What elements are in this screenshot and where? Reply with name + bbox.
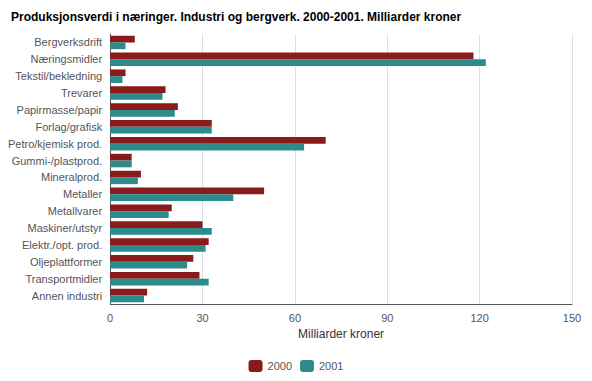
svg-text:Gummi-/plastprod.: Gummi-/plastprod. <box>12 155 102 167</box>
svg-text:Forlag/grafisk: Forlag/grafisk <box>36 121 103 133</box>
svg-text:Produksjonsverdi i næringer. I: Produksjonsverdi i næringer. Industri og… <box>11 10 461 24</box>
svg-text:90: 90 <box>381 312 393 324</box>
svg-text:Elektr./opt. prod.: Elektr./opt. prod. <box>22 239 102 251</box>
svg-text:Tekstil/bekledning: Tekstil/bekledning <box>15 70 102 82</box>
svg-text:Milliarder kroner: Milliarder kroner <box>298 327 384 341</box>
svg-text:30: 30 <box>196 312 208 324</box>
svg-text:120: 120 <box>470 312 488 324</box>
svg-text:150: 150 <box>563 312 581 324</box>
svg-text:Papirmasse/papir: Papirmasse/papir <box>17 104 103 116</box>
svg-text:60: 60 <box>289 312 301 324</box>
svg-text:Oljeplattformer: Oljeplattformer <box>30 256 102 268</box>
svg-text:0: 0 <box>107 312 113 324</box>
svg-text:Metaller: Metaller <box>63 188 102 200</box>
svg-text:2001: 2001 <box>319 360 343 372</box>
svg-text:Maskiner/utstyr: Maskiner/utstyr <box>28 222 103 234</box>
svg-text:Petro/kjemisk prod.: Petro/kjemisk prod. <box>8 138 102 150</box>
svg-text:Metallvarer: Metallvarer <box>48 205 103 217</box>
svg-text:Trevarer: Trevarer <box>61 87 102 99</box>
svg-text:Næringsmidler: Næringsmidler <box>31 53 103 65</box>
svg-text:Bergverksdrift: Bergverksdrift <box>34 36 102 48</box>
svg-text:2000: 2000 <box>268 360 292 372</box>
svg-text:Annen industri: Annen industri <box>32 290 102 302</box>
svg-text:Transportmidler: Transportmidler <box>26 273 103 285</box>
svg-text:Mineralprod.: Mineralprod. <box>41 171 102 183</box>
